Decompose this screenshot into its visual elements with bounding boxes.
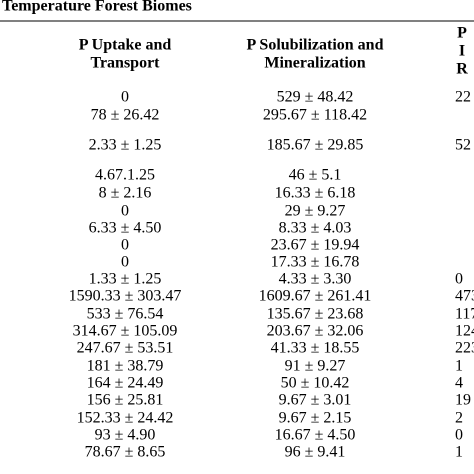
table-cell: 0 <box>121 203 129 220</box>
table-cell: 4 <box>455 375 463 392</box>
table-cell: 8.33 ± 4.03 <box>279 220 352 237</box>
table-cell: 117 <box>455 306 474 323</box>
table-cell: 1590.33 ± 303.47 <box>69 288 182 305</box>
table-cell: 19 <box>455 392 471 409</box>
table-cell: 93 ± 4.90 <box>95 427 156 444</box>
table-cell: 247.67 ± 53.51 <box>77 340 174 357</box>
table-cell: 185.67 ± 29.85 <box>267 137 364 154</box>
table-cell: 4.33 ± 3.30 <box>279 271 352 288</box>
table-cell: 50 ± 10.42 <box>281 375 350 392</box>
table-cell: 16.67 ± 4.50 <box>275 427 356 444</box>
table-cell: 124 <box>455 323 474 340</box>
table-cell: 0 <box>455 271 463 288</box>
column-header: Mineralization <box>264 55 365 72</box>
table-cell: 23.67 ± 19.94 <box>271 237 360 254</box>
table-cell: 152.33 ± 24.42 <box>77 410 174 427</box>
table-cell: 1609.67 ± 261.41 <box>259 288 372 305</box>
table-title: Temperature Forest Biomes <box>2 0 192 15</box>
table-cell: 203.67 ± 32.06 <box>267 323 364 340</box>
table-cell: 91 ± 9.27 <box>285 358 346 375</box>
table-cell: 314.67 ± 105.09 <box>73 323 178 340</box>
table-cell: 96 ± 9.41 <box>285 444 346 461</box>
table-cell: 0 <box>121 254 129 271</box>
column-header: I <box>459 43 465 60</box>
table-cell: 156 ± 25.81 <box>87 392 164 409</box>
table-cell: 2.33 ± 1.25 <box>89 137 162 154</box>
column-header: P Solubilization and <box>247 37 384 54</box>
table-cell: 9.67 ± 2.15 <box>279 410 352 427</box>
table-cell: 52 <box>455 137 471 154</box>
table-cell: 135.67 ± 23.68 <box>267 306 364 323</box>
column-header: R <box>456 61 468 78</box>
table-cell: 78.67 ± 8.65 <box>85 444 166 461</box>
table-cell: 4.67.1.25 <box>95 167 155 184</box>
column-header: P <box>457 25 467 42</box>
table-cell: 473 <box>455 288 474 305</box>
column-header: Transport <box>90 55 160 72</box>
table-cell: 181 ± 38.79 <box>87 358 164 375</box>
table-cell: 1 <box>455 444 463 461</box>
column-header: P Uptake and <box>79 37 172 54</box>
table-cell: 1 <box>455 358 463 375</box>
table-cell: 9.67 ± 3.01 <box>279 392 352 409</box>
table-cell: 22 <box>455 89 471 106</box>
table-cell: 533 ± 76.54 <box>87 306 164 323</box>
table-cell: 41.33 ± 18.55 <box>271 340 360 357</box>
table-cell: 6.33 ± 4.50 <box>89 220 162 237</box>
table-cell: 46 ± 5.1 <box>289 167 342 184</box>
table-cell: 223 <box>455 340 474 357</box>
table-cell: 1.33 ± 1.25 <box>89 271 162 288</box>
table-cell: 16.33 ± 6.18 <box>275 185 356 202</box>
table-cell: 8 ± 2.16 <box>99 185 152 202</box>
table-cell: 0 <box>121 237 129 254</box>
table-cell: 2 <box>455 410 463 427</box>
table-cell: 78 ± 26.42 <box>91 107 160 124</box>
table-cell: 529 ± 48.42 <box>277 89 354 106</box>
table-cell: 17.33 ± 16.78 <box>271 254 360 271</box>
table-cell: 0 <box>455 427 463 444</box>
table-cell: 29 ± 9.27 <box>285 203 346 220</box>
table-cell: 295.67 ± 118.42 <box>263 107 367 124</box>
table-cell: 0 <box>121 89 129 106</box>
table-cell: 164 ± 24.49 <box>87 375 164 392</box>
